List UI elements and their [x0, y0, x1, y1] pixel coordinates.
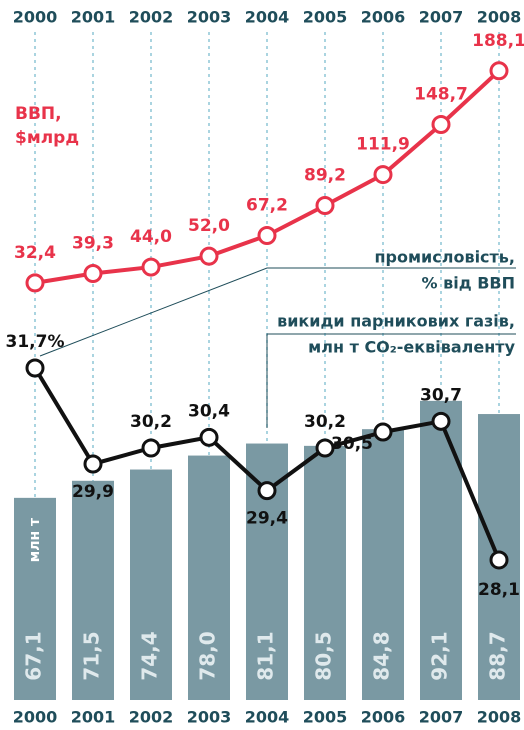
point: [315, 196, 335, 216]
bar-value-label: 78,0: [196, 631, 220, 680]
point: [141, 438, 161, 458]
data-label: 31,7%: [6, 332, 65, 352]
data-label: 67,2: [246, 195, 288, 215]
x-tick-label: 2002: [129, 708, 174, 727]
data-label: 188,1: [472, 31, 524, 51]
legend-label: % від ВВП: [422, 274, 515, 293]
point: [257, 225, 277, 245]
point: [489, 61, 509, 81]
data-label: 30,5: [331, 434, 373, 454]
data-label: 39,3: [72, 233, 114, 253]
point: [25, 358, 45, 378]
data-label: 28,1: [478, 580, 520, 600]
x-tick-label: 2001: [71, 8, 116, 27]
x-tick-label: 2004: [245, 8, 290, 27]
bar-value-label: 84,8: [370, 631, 394, 680]
legend-label: млн т CO₂-еквіваленту: [308, 338, 515, 357]
x-tick-label: 2001: [71, 708, 116, 727]
point: [141, 257, 161, 277]
bar: [362, 429, 404, 700]
legend-label: промисловість,: [374, 248, 515, 267]
bar-value-label: 92,1: [428, 631, 452, 680]
bar-value-label: 71,5: [80, 631, 104, 680]
bar: [72, 480, 114, 700]
bar: [188, 455, 230, 700]
bar: [130, 469, 172, 700]
point: [83, 454, 103, 474]
x-tick-label: 2000: [13, 8, 58, 27]
point: [373, 165, 393, 185]
x-tick-label: 2006: [361, 708, 406, 727]
point: [431, 114, 451, 134]
data-label: 29,4: [246, 509, 288, 529]
x-tick-label: 2008: [477, 8, 522, 27]
data-label: 30,2: [304, 412, 346, 432]
data-label: 30,4: [188, 401, 230, 421]
bar: [14, 497, 56, 700]
legend-label: викиди парникових газів,: [277, 312, 515, 331]
data-label: 30,2: [130, 412, 172, 432]
point: [373, 422, 393, 442]
x-tick-label: 2007: [419, 708, 464, 727]
x-tick-label: 2003: [187, 8, 232, 27]
point: [199, 246, 219, 266]
data-label: 29,9: [72, 482, 114, 502]
bar-value-label: 67,1: [22, 631, 46, 680]
bar-value-label: 74,4: [138, 631, 162, 680]
bars: [14, 400, 520, 700]
x-tick-label: 2004: [245, 708, 290, 727]
point: [431, 411, 451, 431]
point: [25, 273, 45, 293]
point: [315, 438, 335, 458]
point: [83, 263, 103, 283]
bar-value-label: 88,7: [486, 631, 510, 680]
x-tick-label: 2008: [477, 708, 522, 727]
point: [489, 550, 509, 570]
x-tick-label: 2007: [419, 8, 464, 27]
legend-label: $млрд: [15, 128, 79, 148]
x-tick-label: 2005: [303, 8, 348, 27]
bar: [304, 445, 346, 700]
x-tick-label: 2006: [361, 8, 406, 27]
data-label: 52,0: [188, 216, 230, 236]
leader-line: [266, 333, 516, 428]
x-tick-label: 2000: [13, 708, 58, 727]
legend-label: ВВП,: [15, 104, 62, 124]
data-label: 44,0: [130, 227, 172, 247]
bar-value-label: 80,5: [312, 631, 336, 680]
data-label: 30,7: [420, 385, 462, 405]
point: [257, 481, 277, 501]
data-label: 32,4: [14, 243, 56, 263]
data-label: 148,7: [414, 84, 468, 104]
data-label: 89,2: [304, 166, 346, 186]
leader-line: [39, 267, 516, 357]
x-tick-label: 2005: [303, 708, 348, 727]
x-tick-label: 2002: [129, 8, 174, 27]
x-tick-label: 2003: [187, 708, 232, 727]
point: [199, 427, 219, 447]
bar-unit: млн т: [27, 517, 43, 562]
data-label: 111,9: [356, 135, 410, 155]
bar-value-label: 81,1: [254, 631, 278, 680]
